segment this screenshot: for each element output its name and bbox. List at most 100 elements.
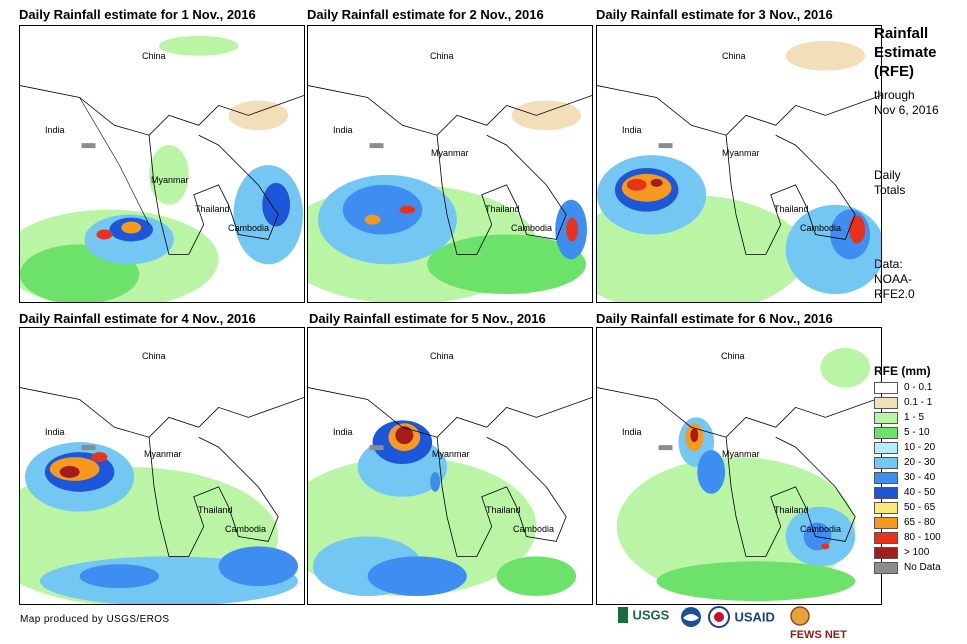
legend-swatch [874,397,898,409]
legend-label: 20 - 30 [904,457,936,468]
legend-swatch [874,487,898,499]
label-china: China [721,351,745,361]
label-india: India [333,125,353,135]
map-panel-3: China India Myanmar Thailand Cambodia [596,25,882,303]
label-myanmar: Myanmar [722,449,760,459]
legend-label: No Data [904,562,941,573]
label-china: China [142,351,166,361]
usgs-icon [618,606,628,623]
legend-swatch [874,382,898,394]
sidebar-daily-line1: Daily [874,168,901,182]
label-china: China [142,51,166,61]
label-myanmar: Myanmar [151,175,189,185]
map-panel-4: China India Myanmar Thailand Cambodia [19,327,305,605]
label-cambodia: Cambodia [513,524,555,534]
label-cambodia: Cambodia [800,223,842,233]
sidebar-data-source: Data: NOAA- RFE2.0 [874,257,915,302]
label-myanmar: Myanmar [722,148,760,158]
legend-label: 40 - 50 [904,487,936,498]
legend-swatch [874,532,898,544]
label-cambodia: Cambodia [511,223,553,233]
legend-swatch [874,427,898,439]
noaa-icon [681,607,701,627]
panel-title-5: Daily Rainfall estimate for 5 Nov., 2016 [309,311,546,326]
legend-label: 30 - 40 [904,472,936,483]
legend-label: 0.1 - 1 [904,397,933,408]
sidebar-daily: Daily Totals [874,168,905,198]
legend-label: 50 - 65 [904,502,936,513]
legend-swatch [874,412,898,424]
noaa-logo [680,606,702,632]
sidebar-through-line1: through [874,88,915,102]
sidebar-data-line2: NOAA- [874,272,913,286]
panel-title-4: Daily Rainfall estimate for 4 Nov., 2016 [19,311,256,326]
panel-title-3: Daily Rainfall estimate for 3 Nov., 2016 [596,7,833,22]
legend-swatch [874,457,898,469]
sidebar-through: through Nov 6, 2016 [874,88,939,118]
label-thailand: Thailand [198,505,233,515]
legend-label: 80 - 100 [904,532,941,543]
label-china: China [430,51,454,61]
label-india: India [45,125,65,135]
legend-swatch [874,517,898,529]
panel-title-6: Daily Rainfall estimate for 6 Nov., 2016 [596,311,833,326]
sidebar-data-line3: RFE2.0 [874,287,915,301]
label-thailand: Thailand [774,505,809,515]
label-thailand: Thailand [774,204,809,214]
sidebar-title-line2: Estimate [874,44,937,61]
rainfall-map-1 [20,35,304,302]
label-thailand: Thailand [486,505,521,515]
label-cambodia: Cambodia [228,223,270,233]
label-thailand: Thailand [485,204,520,214]
label-myanmar: Myanmar [432,449,470,459]
label-myanmar: Myanmar [144,449,182,459]
label-india: India [622,125,642,135]
map-panel-6: China India Myanmar Thailand Cambodia [596,327,882,605]
map-panel-1: China India Myanmar Thailand Cambodia [19,25,305,303]
rainfall-map-5 [308,387,592,597]
legend-label: 0 - 0.1 [904,382,933,393]
legend-title: RFE (mm) [874,364,931,378]
credit-text: Map produced by USGS/EROS [20,614,170,625]
rainfall-map-2 [308,85,592,302]
rainfall-map-6 [597,347,881,602]
label-myanmar: Myanmar [431,148,469,158]
sidebar-title-line1: Rainfall [874,25,929,42]
usgs-logo: USGS [618,606,678,632]
legend-label: 1 - 5 [904,412,925,423]
legend-label: 5 - 10 [904,427,930,438]
usgs-logo-text: USGS [632,607,670,623]
map-panel-2: China India Myanmar Thailand Cambodia [307,25,593,303]
legend-label: 65 - 80 [904,517,936,528]
sidebar-title-line3: (RFE) [874,63,914,80]
label-cambodia: Cambodia [225,524,267,534]
fewsnet-globe-icon [790,606,810,626]
label-india: India [45,427,65,437]
sidebar-data-line1: Data: [874,257,903,271]
sidebar-through-line2: Nov 6, 2016 [874,103,939,117]
legend-swatch [874,562,898,574]
legend-swatch [874,502,898,514]
panel-title-1: Daily Rainfall estimate for 1 Nov., 2016 [19,7,256,22]
fewsnet-logo-text: FEWS NET [790,628,847,641]
map-panel-5: China India Myanmar Thailand Cambodia [307,327,593,605]
legend-label: 10 - 20 [904,442,936,453]
label-india: India [333,427,353,437]
legend-label: > 100 [904,547,930,558]
usaid-seal-icon [708,606,730,628]
label-cambodia: Cambodia [800,524,842,534]
label-china: China [430,351,454,361]
sidebar-daily-line2: Totals [874,183,906,197]
sidebar-title: Rainfall Estimate (RFE) [874,24,937,81]
rainfall-map-3 [597,40,881,302]
fewsnet-logo: FEWS NET [790,606,870,641]
usaid-logo-text: USAID [734,609,775,625]
legend-swatch [874,472,898,484]
legend-swatch [874,442,898,454]
usaid-logo: USAID [708,606,788,632]
rainfall-map-4 [20,387,304,604]
label-thailand: Thailand [195,204,230,214]
legend-swatch [874,547,898,559]
label-china: China [722,51,746,61]
panel-title-2: Daily Rainfall estimate for 2 Nov., 2016 [307,7,544,22]
